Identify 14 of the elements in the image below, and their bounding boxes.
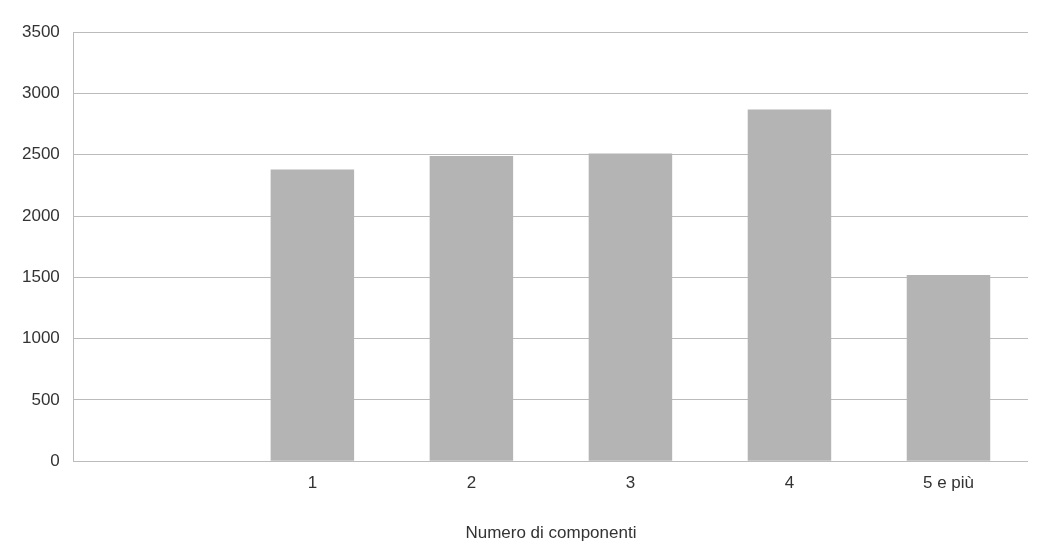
y-tick-label: 2500 (21, 144, 60, 164)
y-tick-label: 0 (50, 450, 60, 470)
y-tick-label: 500 (31, 389, 60, 409)
x-tick-label: 3 (625, 473, 636, 493)
x-tick-label: 5 e più (922, 473, 975, 493)
y-tick-label: 3000 (21, 83, 60, 103)
x-tick-label: 2 (466, 473, 477, 493)
x-tick-label: 4 (784, 473, 795, 493)
x-tick-label: 1 (307, 473, 318, 493)
x-axis-title: Numero di componenti (465, 523, 637, 543)
y-tick-label: 2000 (21, 205, 60, 225)
y-tick-label: 1000 (21, 328, 60, 348)
y-tick-label: 3500 (21, 21, 60, 41)
y-tick-label: 1500 (21, 267, 60, 287)
